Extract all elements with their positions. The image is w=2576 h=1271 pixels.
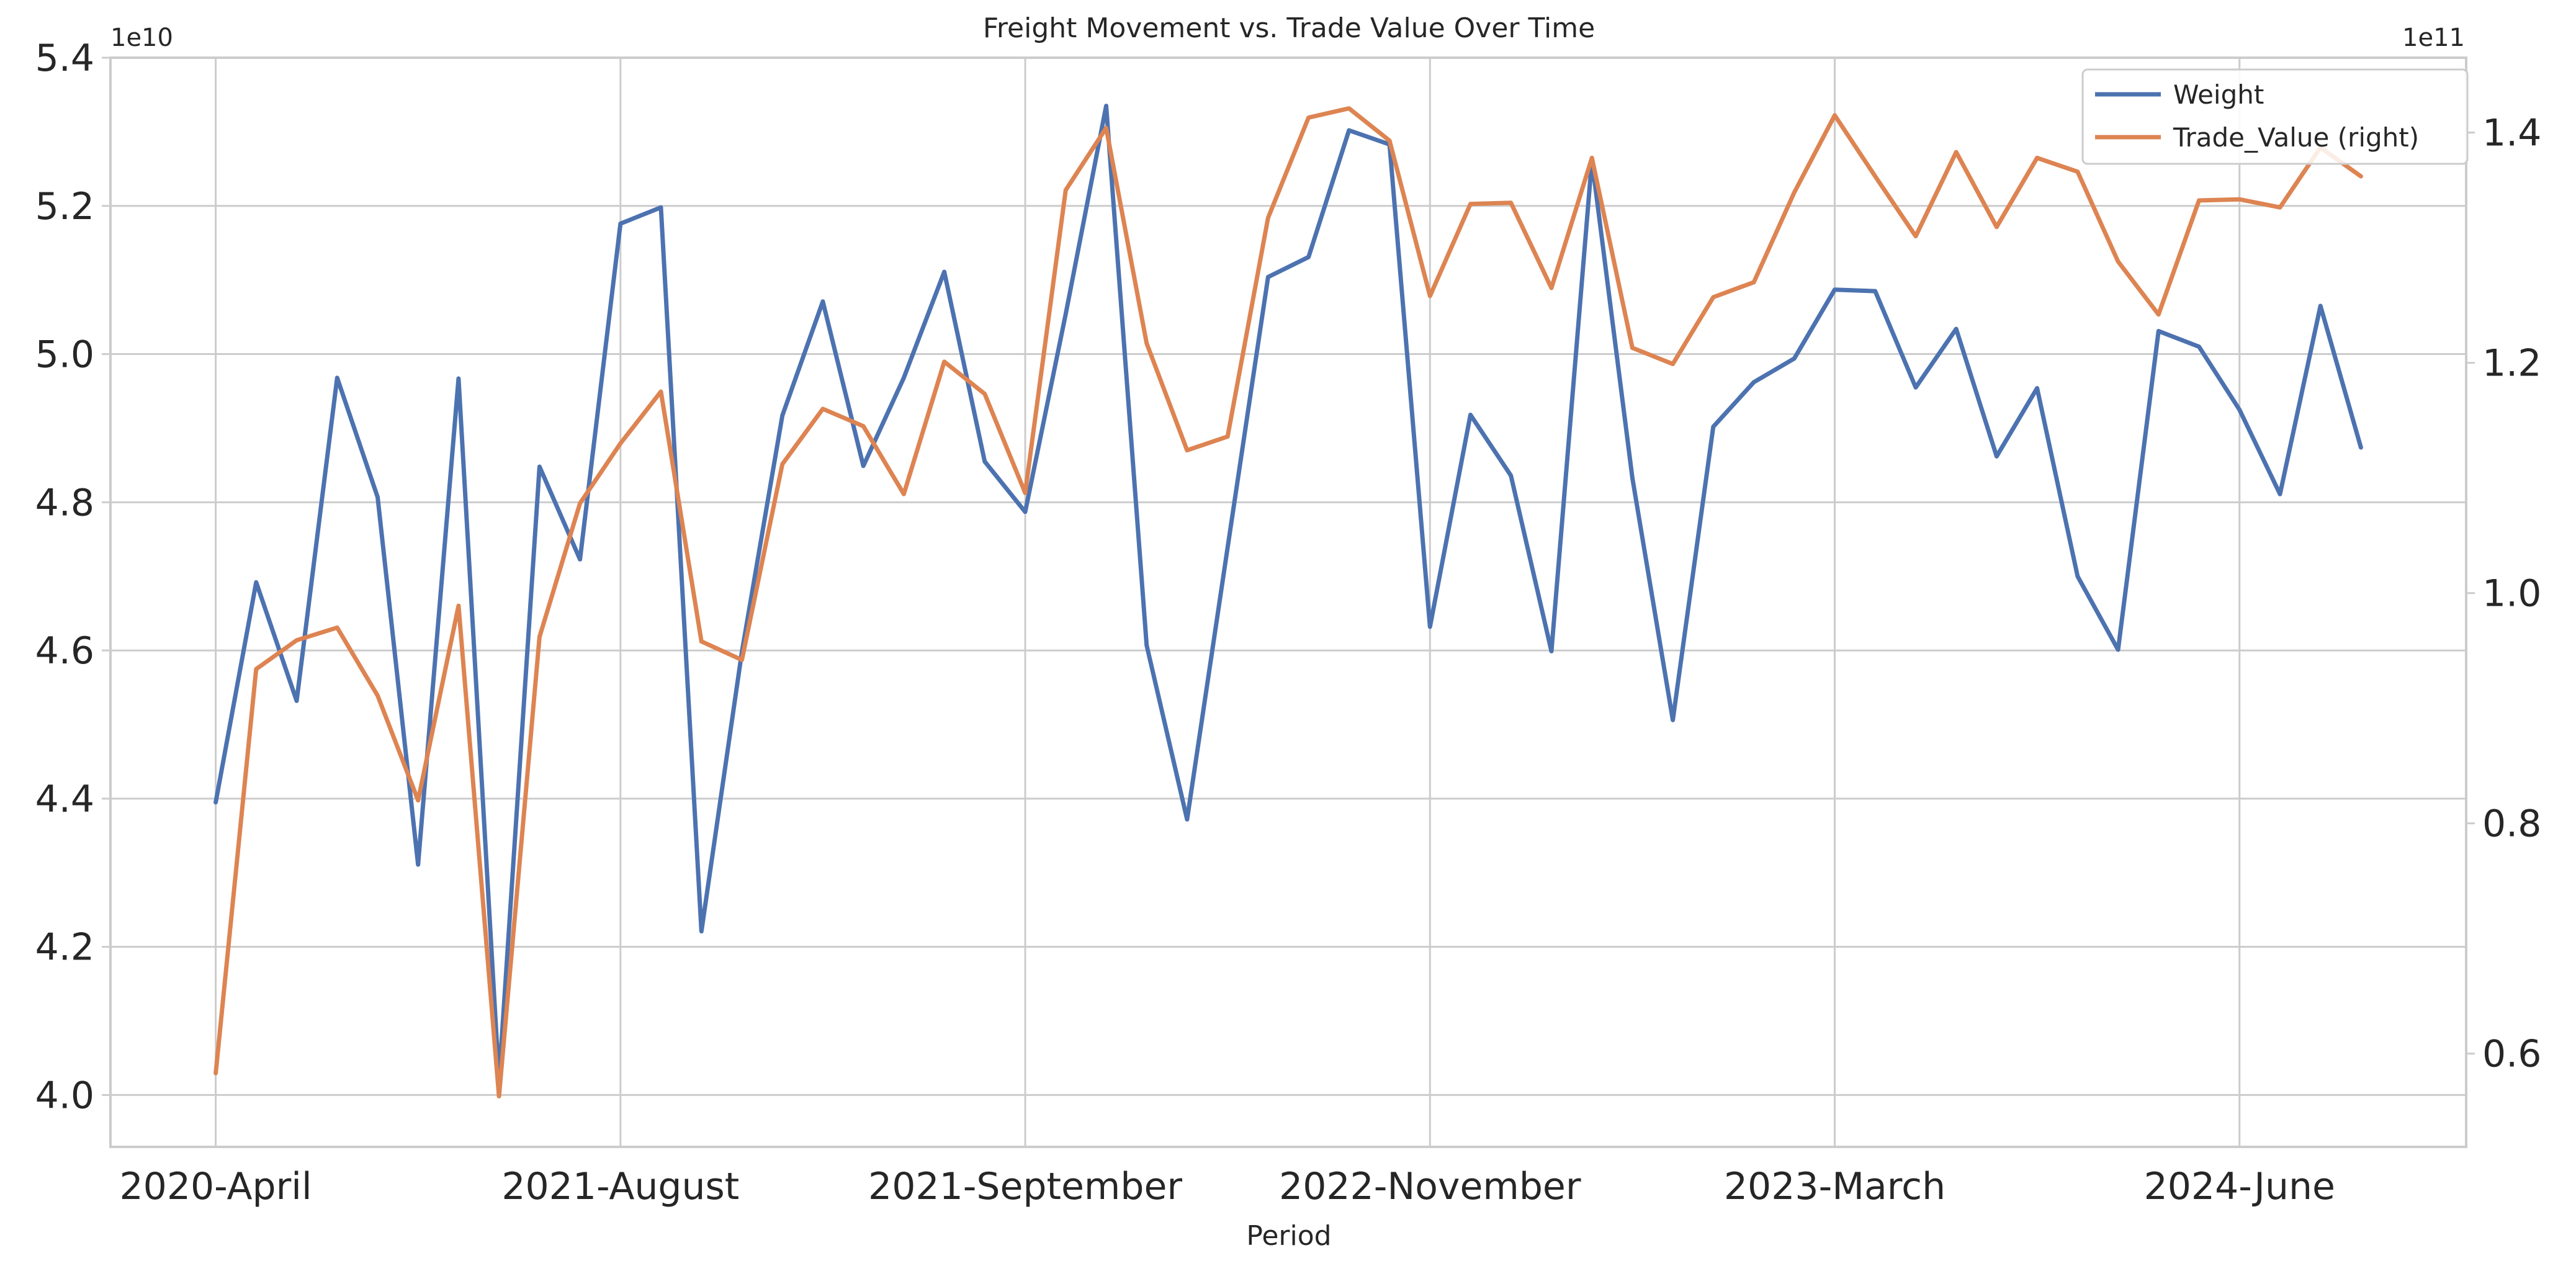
left-axis-tick-label: 4.2 xyxy=(35,926,94,969)
left-axis-tick-label: 4.0 xyxy=(35,1074,94,1117)
axes xyxy=(102,56,2475,1148)
series-line-weight xyxy=(213,104,2363,1083)
legend: Weight Trade_Value (right) xyxy=(2081,68,2469,165)
right-axis-tick-label: 1.2 xyxy=(2482,342,2541,385)
right-axis-tick-label: 0.6 xyxy=(2482,1033,2541,1076)
x-axis-tick-label: 2024-June xyxy=(2144,1165,2335,1208)
plot-frame xyxy=(109,56,2467,1148)
left-axis-tick-label: 5.2 xyxy=(35,185,94,228)
x-axis-tick-label: 2023-March xyxy=(1724,1165,1945,1208)
left-axis-tick-label: 4.6 xyxy=(35,629,94,673)
legend-label-trade-value: Trade_Value (right) xyxy=(2173,122,2419,153)
series-line-trade-value-right xyxy=(213,106,2363,1098)
x-axis-tick-label: 2020-April xyxy=(119,1165,312,1208)
x-axis-tick-label: 2021-August xyxy=(501,1165,739,1208)
tick-labels: 4.0 4.2 4.4 4.6 4.8 5.0 5.2 5.4 2020-April 2021-A… xyxy=(35,37,2542,1208)
series-lines xyxy=(213,104,2363,1098)
chart-title: Freight Movement vs. Trade Value Over Ti… xyxy=(983,12,1595,44)
x-axis-tick-label: 2022-November xyxy=(1279,1165,1581,1208)
left-axis-exponent: 1e10 xyxy=(110,24,173,52)
right-axis-tick-label: 0.8 xyxy=(2482,802,2541,846)
right-axis-tick-label: 1.4 xyxy=(2482,112,2541,155)
right-axis-exponent: 1e11 xyxy=(2402,24,2465,52)
x-axis-label: Period xyxy=(1246,1220,1331,1252)
left-axis-tick-label: 4.4 xyxy=(35,778,94,821)
legend-label-weight: Weight xyxy=(2173,79,2264,110)
left-axis-tick-label: 5.0 xyxy=(35,333,94,377)
left-axis-tick-label: 5.4 xyxy=(35,37,94,80)
left-axis-tick-label: 4.8 xyxy=(35,481,94,524)
right-axis-tick-label: 1.0 xyxy=(2482,572,2541,616)
x-axis-tick-label: 2021-September xyxy=(868,1165,1182,1208)
legend-box xyxy=(2081,68,2469,165)
grid-lines xyxy=(110,56,2466,1147)
